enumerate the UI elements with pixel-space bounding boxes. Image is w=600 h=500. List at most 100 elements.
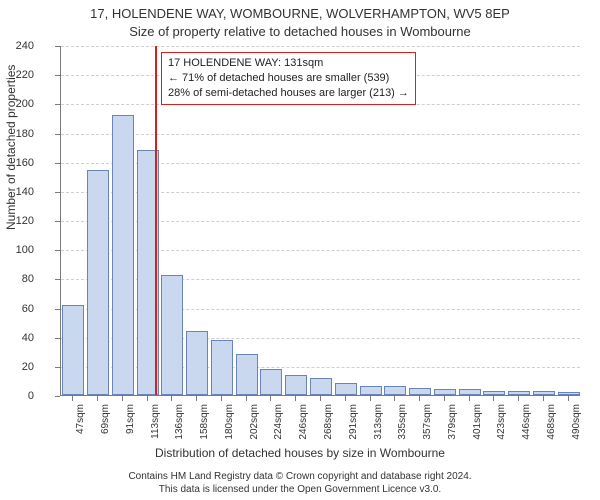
- xtick-mark: [345, 396, 346, 401]
- xtick-mark: [72, 396, 73, 401]
- ytick-mark: [55, 104, 60, 105]
- xtick-label: 158sqm: [199, 404, 210, 449]
- ytick-label: 40: [0, 332, 34, 344]
- xtick-label: 47sqm: [75, 404, 86, 449]
- xtick-label: 291sqm: [348, 404, 359, 449]
- histogram-bar: [335, 383, 357, 395]
- annotation-box: 17 HOLENDENE WAY: 131sqm← 71% of detache…: [161, 52, 416, 105]
- xtick-mark: [147, 396, 148, 401]
- histogram-bar: [483, 391, 505, 395]
- histogram-bar: [434, 389, 456, 395]
- annot-line1: 17 HOLENDENE WAY: 131sqm: [168, 56, 409, 71]
- histogram-bar: [409, 388, 431, 395]
- xtick-mark: [394, 396, 395, 401]
- footer-line2: This data is licensed under the Open Gov…: [0, 483, 600, 496]
- ytick-mark: [55, 163, 60, 164]
- xtick-mark: [493, 396, 494, 401]
- xtick-mark: [171, 396, 172, 401]
- xtick-label: 246sqm: [298, 404, 309, 449]
- histogram-bar: [62, 305, 84, 395]
- xtick-label: 490sqm: [571, 404, 582, 449]
- xtick-mark: [419, 396, 420, 401]
- histogram-bar: [508, 391, 530, 395]
- xtick-mark: [320, 396, 321, 401]
- histogram-bar: [360, 386, 382, 395]
- title-subtitle: Size of property relative to detached ho…: [0, 24, 600, 39]
- histogram-bar: [558, 392, 580, 395]
- xtick-mark: [196, 396, 197, 401]
- histogram-bar: [112, 115, 134, 395]
- histogram-bar: [186, 331, 208, 395]
- ytick-label: 80: [0, 273, 34, 285]
- xtick-mark: [295, 396, 296, 401]
- ytick-mark: [55, 221, 60, 222]
- ytick-mark: [55, 192, 60, 193]
- xtick-label: 180sqm: [224, 404, 235, 449]
- gridline: [61, 134, 580, 135]
- xtick-label: 446sqm: [521, 404, 532, 449]
- xtick-mark: [518, 396, 519, 401]
- xtick-mark: [469, 396, 470, 401]
- ytick-label: 180: [0, 128, 34, 140]
- chart-container: 17, HOLENDENE WAY, WOMBOURNE, WOLVERHAMP…: [0, 0, 600, 500]
- ytick-label: 20: [0, 361, 34, 373]
- ytick-mark: [55, 338, 60, 339]
- ytick-label: 140: [0, 186, 34, 198]
- ytick-label: 120: [0, 215, 34, 227]
- xtick-label: 91sqm: [125, 404, 136, 449]
- xtick-label: 136sqm: [174, 404, 185, 449]
- histogram-bar: [285, 375, 307, 395]
- histogram-bar: [260, 369, 282, 395]
- histogram-bar: [211, 340, 233, 395]
- ytick-mark: [55, 309, 60, 310]
- plot-area: 17 HOLENDENE WAY: 131sqm← 71% of detache…: [60, 46, 580, 396]
- xtick-label: 69sqm: [100, 404, 111, 449]
- histogram-bar: [87, 170, 109, 395]
- ytick-mark: [55, 46, 60, 47]
- histogram-bar: [310, 378, 332, 396]
- ytick-label: 60: [0, 303, 34, 315]
- xtick-mark: [543, 396, 544, 401]
- footer-attribution: Contains HM Land Registry data © Crown c…: [0, 470, 600, 496]
- ytick-label: 200: [0, 98, 34, 110]
- xtick-label: 401sqm: [472, 404, 483, 449]
- ytick-mark: [55, 279, 60, 280]
- xtick-label: 113sqm: [150, 404, 161, 449]
- xtick-mark: [97, 396, 98, 401]
- ytick-label: 100: [0, 244, 34, 256]
- histogram-bar: [459, 389, 481, 395]
- property-marker-line: [155, 46, 157, 395]
- annot-line3: 28% of semi-detached houses are larger (…: [168, 86, 409, 101]
- xtick-label: 335sqm: [397, 404, 408, 449]
- ytick-mark: [55, 250, 60, 251]
- ytick-label: 0: [0, 390, 34, 402]
- title-address: 17, HOLENDENE WAY, WOMBOURNE, WOLVERHAMP…: [0, 6, 600, 21]
- y-axis-label: Number of detached properties: [4, 65, 18, 230]
- histogram-bar: [236, 354, 258, 395]
- ytick-mark: [55, 367, 60, 368]
- xtick-label: 313sqm: [373, 404, 384, 449]
- xtick-mark: [370, 396, 371, 401]
- ytick-mark: [55, 396, 60, 397]
- histogram-bar: [161, 275, 183, 395]
- footer-line1: Contains HM Land Registry data © Crown c…: [0, 470, 600, 483]
- histogram-bar: [533, 391, 555, 395]
- xtick-label: 268sqm: [323, 404, 334, 449]
- xtick-mark: [568, 396, 569, 401]
- xtick-mark: [221, 396, 222, 401]
- xtick-mark: [246, 396, 247, 401]
- xtick-label: 202sqm: [249, 404, 260, 449]
- xtick-label: 379sqm: [447, 404, 458, 449]
- xtick-mark: [444, 396, 445, 401]
- ytick-mark: [55, 75, 60, 76]
- ytick-label: 220: [0, 69, 34, 81]
- annot-line2: ← 71% of detached houses are smaller (53…: [168, 71, 409, 86]
- ytick-label: 160: [0, 157, 34, 169]
- ytick-mark: [55, 134, 60, 135]
- xtick-label: 357sqm: [422, 404, 433, 449]
- xtick-mark: [270, 396, 271, 401]
- xtick-label: 468sqm: [546, 404, 557, 449]
- xtick-label: 423sqm: [496, 404, 507, 449]
- ytick-label: 240: [0, 40, 34, 52]
- gridline: [61, 46, 580, 47]
